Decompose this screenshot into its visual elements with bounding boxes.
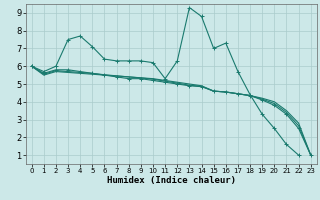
X-axis label: Humidex (Indice chaleur): Humidex (Indice chaleur) — [107, 176, 236, 185]
